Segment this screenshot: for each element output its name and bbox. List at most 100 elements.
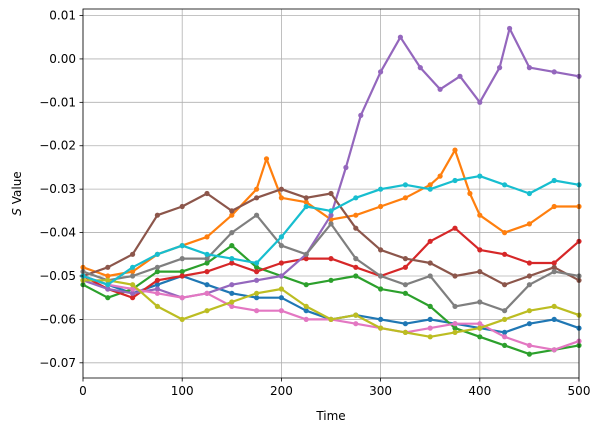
- series-point: [204, 260, 210, 266]
- series-point: [229, 230, 235, 236]
- series-point: [526, 260, 533, 266]
- series-point: [477, 299, 483, 305]
- series-point: [427, 273, 433, 279]
- y-tick-label: 0.01: [49, 9, 76, 23]
- series-point: [154, 269, 160, 275]
- series-point: [328, 277, 334, 283]
- series-point: [229, 282, 235, 288]
- series-point: [477, 212, 483, 218]
- series-point: [254, 277, 260, 283]
- series-point: [254, 212, 260, 218]
- series-point: [402, 264, 408, 270]
- series-point: [303, 195, 309, 201]
- series-point: [378, 203, 384, 210]
- series-point: [130, 251, 136, 257]
- series-point: [477, 173, 483, 179]
- series-point: [204, 256, 210, 262]
- x-tick-label: 300: [369, 384, 392, 398]
- y-tick-label: −0.07: [39, 356, 76, 370]
- series-point: [502, 342, 508, 348]
- series-point: [204, 269, 210, 275]
- series-point: [105, 273, 111, 279]
- series-point: [477, 247, 483, 253]
- series-point: [105, 282, 111, 288]
- series-point: [105, 264, 111, 270]
- series-point: [402, 290, 408, 296]
- series-point: [130, 269, 136, 275]
- series-point: [154, 264, 160, 270]
- series-point: [353, 312, 359, 318]
- series-point: [402, 256, 408, 262]
- series-point: [254, 264, 260, 270]
- x-ticks: 0 100 200 300 400 500: [79, 378, 590, 398]
- series-point: [502, 334, 508, 340]
- series-point: [204, 282, 210, 288]
- series-point: [303, 303, 309, 309]
- series-point: [353, 321, 359, 327]
- series-point: [278, 273, 284, 279]
- series-point: [328, 221, 334, 227]
- series-point: [402, 321, 408, 327]
- series-point: [526, 321, 533, 327]
- series-point: [502, 308, 508, 314]
- x-tick-label: 400: [468, 384, 491, 398]
- series-point: [551, 347, 557, 353]
- series-point: [278, 186, 284, 192]
- series-point: [402, 329, 408, 335]
- series-point: [154, 212, 160, 218]
- series-point: [402, 195, 408, 201]
- series-point: [179, 256, 185, 262]
- series-point: [502, 230, 508, 236]
- series-point: [457, 73, 463, 79]
- series-point: [452, 147, 458, 153]
- series-point: [378, 286, 384, 292]
- series-point: [526, 221, 533, 227]
- series-point: [397, 34, 403, 40]
- series-point: [204, 190, 210, 197]
- series-point: [254, 269, 260, 275]
- series-point: [105, 295, 111, 301]
- series-point: [278, 308, 284, 314]
- series-point: [551, 203, 557, 210]
- series-point: [551, 316, 557, 322]
- series-point: [278, 243, 284, 249]
- series-6: [80, 186, 582, 288]
- series-point: [526, 342, 533, 348]
- series-point: [417, 65, 423, 71]
- series-point: [105, 277, 111, 283]
- series-point: [502, 251, 508, 257]
- series-point: [229, 299, 235, 305]
- series-point: [278, 260, 284, 266]
- series-4: [80, 225, 582, 301]
- series-point: [353, 195, 359, 201]
- y-tick-label: −0.01: [39, 95, 76, 109]
- plot-area: [80, 25, 582, 357]
- series-point: [154, 290, 160, 296]
- series-point: [303, 251, 309, 257]
- y-tick-label: 0.00: [49, 52, 76, 66]
- series-point: [353, 212, 359, 218]
- series-point: [179, 269, 185, 275]
- series-point: [477, 99, 483, 105]
- series-point: [507, 25, 513, 32]
- series-point: [303, 308, 309, 314]
- series-point: [179, 203, 185, 210]
- x-tick-label: 200: [270, 384, 293, 398]
- series-point: [229, 256, 235, 262]
- series-point: [179, 243, 185, 249]
- series-point: [378, 316, 384, 322]
- y-ticks: −0.07 −0.06 −0.05 −0.04 −0.03 −0.02 −0.01 0.00 0…: [39, 9, 83, 370]
- series-point: [328, 208, 334, 214]
- series-point: [427, 182, 433, 188]
- series-point: [154, 286, 160, 292]
- series-point: [477, 325, 483, 331]
- series-point: [229, 208, 235, 214]
- x-tick-label: 500: [568, 384, 591, 398]
- series-point: [551, 264, 557, 270]
- series-point: [378, 186, 384, 192]
- series-point: [427, 238, 433, 244]
- series-point: [229, 260, 235, 266]
- series-point: [105, 286, 111, 292]
- series-point: [358, 112, 364, 118]
- series-point: [427, 303, 433, 309]
